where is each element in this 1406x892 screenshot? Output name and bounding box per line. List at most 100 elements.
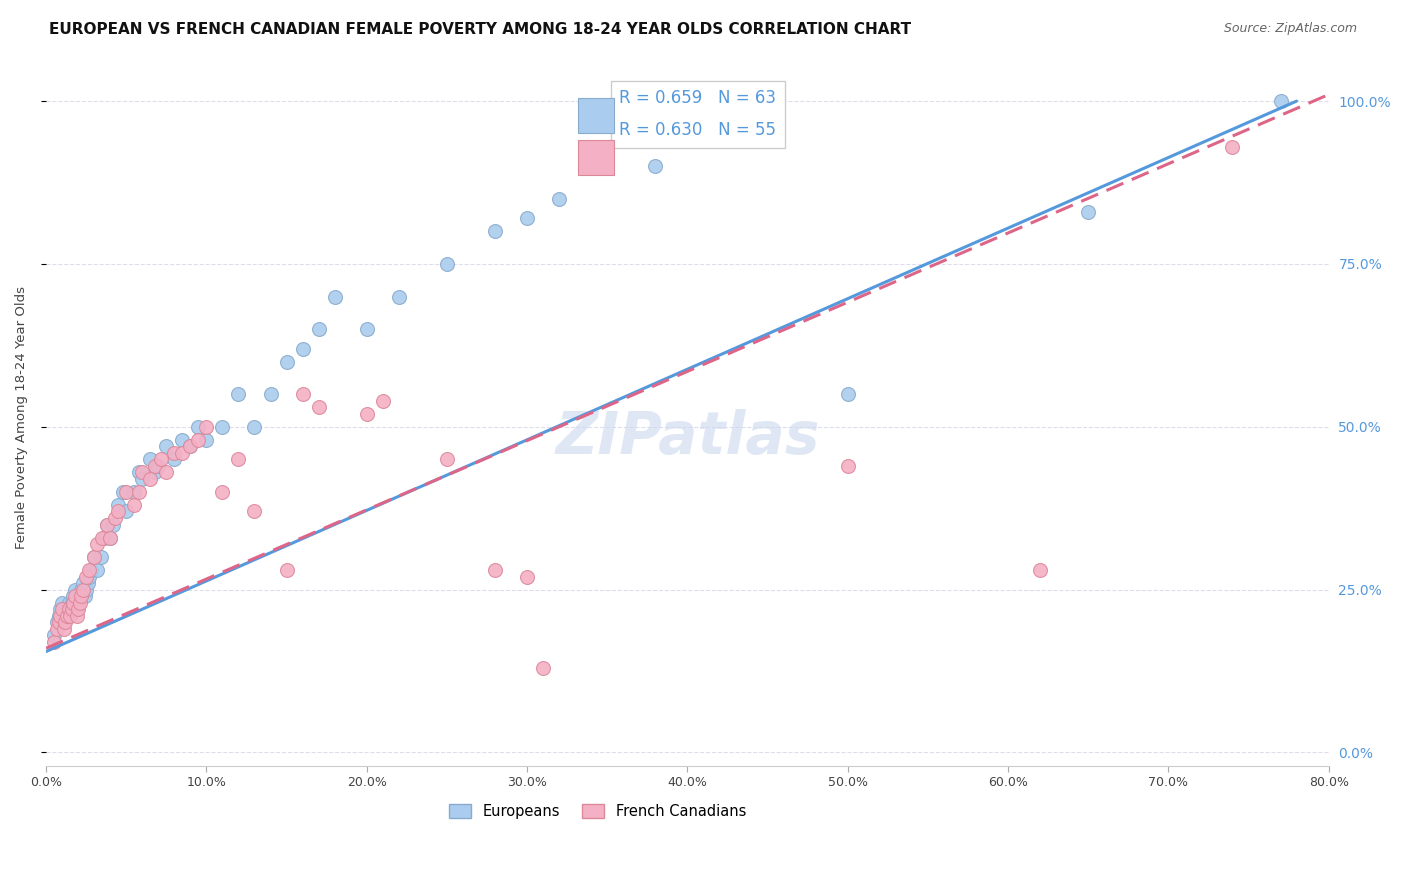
Text: ZIPatlas: ZIPatlas: [555, 409, 820, 467]
Point: [211, 484, 233, 499]
Legend: Europeans, French Canadians: Europeans, French Canadians: [443, 797, 752, 824]
Point: [150, 452, 173, 467]
Point: [436, 452, 458, 467]
Point: [86, 537, 108, 551]
Point: [65, 608, 87, 623]
Point: [58, 596, 80, 610]
Point: [104, 511, 127, 525]
Point: [228, 452, 250, 467]
Point: [308, 322, 330, 336]
Point: [58, 602, 80, 616]
Point: [228, 387, 250, 401]
Point: [67, 596, 90, 610]
Point: [531, 661, 554, 675]
Point: [56, 602, 79, 616]
Point: [1077, 204, 1099, 219]
Point: [42, 628, 65, 642]
Point: [516, 569, 538, 583]
Point: [323, 289, 346, 303]
Point: [276, 563, 298, 577]
Point: [139, 452, 162, 467]
Point: [103, 517, 125, 532]
FancyBboxPatch shape: [578, 140, 614, 175]
Point: [179, 439, 201, 453]
Point: [179, 439, 201, 453]
Text: Source: ZipAtlas.com: Source: ZipAtlas.com: [1223, 22, 1357, 36]
FancyBboxPatch shape: [578, 98, 614, 133]
Point: [70, 582, 93, 597]
Point: [75, 582, 97, 597]
Point: [644, 159, 666, 173]
Point: [73, 589, 96, 603]
Point: [128, 466, 150, 480]
Point: [163, 452, 186, 467]
Point: [80, 563, 103, 577]
Point: [172, 446, 194, 460]
Point: [75, 569, 97, 583]
Point: [79, 569, 101, 583]
Point: [131, 472, 153, 486]
Point: [98, 531, 121, 545]
Point: [59, 602, 82, 616]
Point: [52, 615, 75, 630]
Point: [86, 563, 108, 577]
Point: [195, 433, 218, 447]
Point: [484, 224, 506, 238]
Point: [46, 622, 69, 636]
Point: [59, 608, 82, 623]
Point: [49, 608, 72, 623]
Point: [436, 257, 458, 271]
Point: [63, 582, 86, 597]
Point: [143, 466, 166, 480]
Point: [291, 342, 314, 356]
Point: [63, 589, 86, 603]
Point: [837, 458, 859, 473]
Point: [98, 531, 121, 545]
Point: [48, 608, 70, 623]
Point: [93, 531, 115, 545]
Point: [243, 504, 266, 518]
Point: [53, 608, 76, 623]
Point: [70, 589, 93, 603]
Point: [548, 192, 571, 206]
Point: [65, 602, 87, 616]
Point: [46, 615, 69, 630]
Text: R = 0.659   N = 63
R = 0.630   N = 55: R = 0.659 N = 63 R = 0.630 N = 55: [620, 89, 776, 139]
Point: [291, 387, 314, 401]
Point: [67, 602, 90, 616]
Point: [79, 563, 101, 577]
Point: [122, 484, 145, 499]
Point: [1222, 139, 1244, 153]
Point: [62, 596, 84, 610]
Point: [371, 393, 394, 408]
Point: [72, 576, 94, 591]
Point: [115, 504, 138, 518]
Point: [53, 615, 76, 630]
Point: [107, 498, 129, 512]
Point: [56, 608, 79, 623]
Point: [195, 419, 218, 434]
Point: [131, 466, 153, 480]
Point: [187, 419, 209, 434]
Point: [139, 472, 162, 486]
Point: [96, 517, 118, 532]
Point: [60, 602, 83, 616]
Point: [1270, 94, 1292, 108]
Point: [172, 433, 194, 447]
Point: [69, 589, 91, 603]
Point: [60, 596, 83, 610]
Point: [211, 419, 233, 434]
Point: [388, 289, 411, 303]
Point: [259, 387, 281, 401]
Point: [115, 484, 138, 499]
Point: [1029, 563, 1052, 577]
Point: [90, 550, 112, 565]
Point: [308, 401, 330, 415]
Point: [143, 458, 166, 473]
Point: [356, 407, 378, 421]
Point: [51, 602, 73, 616]
Point: [69, 596, 91, 610]
Point: [155, 466, 177, 480]
Point: [42, 634, 65, 648]
Point: [96, 517, 118, 532]
